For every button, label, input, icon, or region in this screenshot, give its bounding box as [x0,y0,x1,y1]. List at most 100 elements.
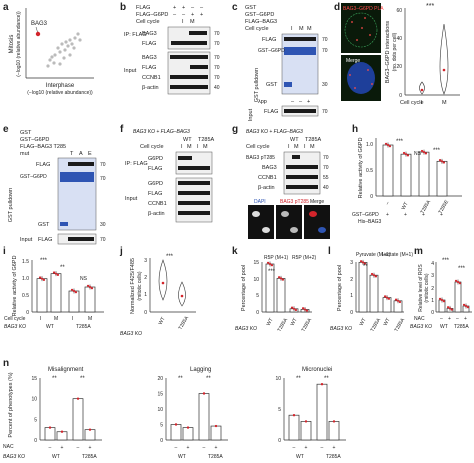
svg-text:BAG3 KO: BAG3 KO [3,454,25,460]
svg-text:GST pulldown: GST pulldown [254,68,260,102]
bar-i [36,278,48,313]
svg-text:40: 40 [396,36,402,42]
scatter-point [50,55,54,59]
svg-text:BAG3 KO + FLAG–BAG3: BAG3 KO + FLAG–BAG3 [246,129,303,135]
svg-text:FLAG: FLAG [148,166,162,172]
svg-text:70: 70 [214,41,220,47]
scatter-point [60,42,64,46]
panel-letter-h: h [352,124,358,135]
svg-text:BAG3–G6PD interactions: BAG3–G6PD interactions [385,21,391,84]
svg-text:GST–G6PD: GST–G6PD [20,174,47,180]
bar-h [436,160,448,197]
svg-text:NAC: NAC [3,444,14,450]
svg-text:T285A: T285A [208,454,223,460]
svg-text:M: M [187,144,192,150]
replicate-point [88,285,92,289]
svg-text:0: 0 [370,194,373,200]
svg-text:BAG3 pT285: BAG3 pT285 [246,155,275,161]
replicate-point [361,261,365,264]
svg-text:0.5: 0.5 [22,293,29,299]
bar-n [198,393,210,441]
replicate-point [398,300,402,304]
replicate-point [388,145,392,148]
replicate-point [440,160,444,163]
svg-text:–: – [299,99,303,105]
svg-text:***: *** [442,258,450,264]
svg-text:70: 70 [214,75,220,81]
bar-i [84,286,96,313]
scatter-point [72,46,76,50]
svg-text:BAG3 pT285: BAG3 pT285 [280,199,309,205]
svg-text:5: 5 [256,293,259,299]
svg-text:+: + [464,316,467,322]
svg-text:60: 60 [396,8,402,14]
svg-text:FLAG: FLAG [142,65,156,71]
pla-dot [361,27,363,29]
svg-text:GST: GST [20,130,32,136]
svg-text:–: – [200,5,204,11]
replicate-point [396,299,400,302]
svg-text:M: M [442,100,447,106]
panel-k: k Percentage of pool 0 5 10 15 R5P (M+1)… [232,246,317,333]
replicate-point [402,151,406,155]
svg-text:I: I [421,100,423,106]
svg-text:1.0: 1.0 [22,276,29,282]
svg-text:T285A: T285A [454,324,469,330]
svg-text:+: + [386,212,389,218]
svg-text:–: – [456,316,459,322]
panel-letter-k: k [232,246,238,257]
svg-text:BAG3–G6PD PLA: BAG3–G6PD PLA [343,6,384,12]
replicate-point [464,304,468,308]
svg-text:70: 70 [323,165,329,171]
svg-text:WT: WT [401,201,410,211]
svg-text:R5P (M+1): R5P (M+1) [264,255,289,261]
replicate-point [374,275,378,278]
svg-text:T285A: T285A [277,317,290,333]
svg-text:E: E [88,151,92,157]
svg-text:–: – [440,316,443,322]
svg-text:M: M [190,19,195,25]
svg-text:M: M [299,26,304,32]
replicate-point [422,151,426,154]
svg-text:WT: WT [290,317,299,327]
scatter-point [52,61,56,65]
svg-text:GST pulldown: GST pulldown [8,188,14,222]
svg-text:β-actin: β-actin [142,85,159,91]
replicate-point [40,277,44,280]
svg-text:0: 0 [431,310,434,316]
svg-text:T: T [70,151,74,157]
svg-text:4: 4 [431,261,434,267]
svg-text:M: M [294,144,299,150]
replicate-point [174,423,178,426]
nac-label: + [187,445,190,451]
axis-y-label-2: (−log10 (relative abundance)) [16,11,22,77]
replicate-point [424,152,428,155]
replicate-point [394,298,398,301]
replicate-point [332,420,336,423]
replicate-point [86,284,90,287]
svg-text:T285A: T285A [82,454,97,460]
svg-text:30: 30 [100,222,106,228]
svg-text:Cell cycle: Cell cycle [140,144,164,150]
significance: ** [52,376,57,382]
tick-label: 10 [157,407,163,413]
svg-text:T285A: T285A [301,317,314,333]
svg-text:30: 30 [322,82,328,88]
replicate-point [384,142,388,145]
panel-letter-a: a [3,2,9,13]
svg-text:40: 40 [323,185,329,191]
replicate-point [454,279,458,282]
svg-text:1.5: 1.5 [22,259,29,265]
replicate-point [268,262,272,266]
svg-text:WT: WT [296,454,304,460]
svg-text:WT: WT [383,317,392,327]
significance: ** [80,376,85,382]
svg-text:70: 70 [100,237,106,243]
svg-text:NS: NS [80,276,88,282]
svg-text:NS: NS [414,151,422,157]
svg-text:WT: WT [183,137,192,143]
svg-text:0: 0 [144,310,147,316]
svg-text:His–BAG3: His–BAG3 [358,219,382,225]
svg-text:GST: GST [38,222,50,228]
svg-text:Lagging: Lagging [190,367,211,373]
